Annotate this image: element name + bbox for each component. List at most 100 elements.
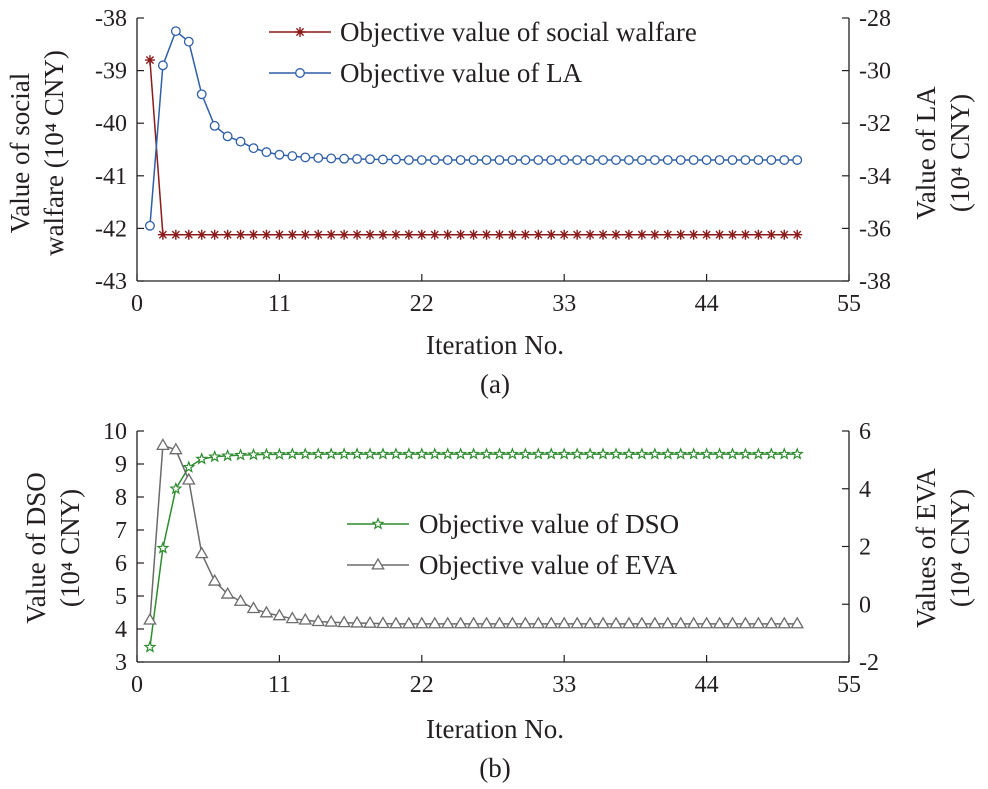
data-point-social [675, 229, 686, 240]
y-left-tick-label: 10 [103, 419, 127, 445]
series-la [144, 26, 803, 231]
data-point-dso [441, 447, 455, 460]
data-point-la [416, 155, 427, 165]
data-point-eva [518, 616, 533, 629]
data-point-dso [428, 447, 442, 460]
x-tick-label: 22 [410, 672, 434, 698]
data-point-eva [246, 601, 261, 614]
data-point-social [235, 229, 246, 240]
panel-a-ylabel-right-line1: Value of LA [911, 86, 941, 220]
data-point-la [494, 155, 505, 165]
data-point-eva [660, 616, 675, 629]
panel-a-ylabel-left-line2: walfare (10⁴ CNY) [39, 50, 69, 256]
data-point-dso [635, 447, 649, 460]
y-right-tick-label: 6 [859, 419, 871, 445]
data-point-social [779, 229, 790, 240]
data-point-eva [298, 612, 313, 625]
data-point-social [636, 229, 647, 240]
data-point-social [714, 229, 725, 240]
x-tick-label: 55 [837, 672, 861, 698]
data-point-eva [790, 616, 805, 629]
data-point-dso [609, 447, 623, 460]
data-point-la [792, 155, 803, 165]
series-eva [143, 438, 805, 629]
data-point-eva [751, 616, 766, 629]
data-point-eva [414, 616, 429, 629]
data-point-dso [570, 447, 584, 460]
data-point-la [753, 155, 764, 165]
data-point-eva [363, 616, 377, 628]
data-point-social [753, 229, 764, 240]
data-point-dso [402, 447, 416, 460]
data-point-dso [622, 447, 636, 460]
legend-social-label: Objective value of social walfare [340, 17, 697, 47]
data-point-la [235, 136, 246, 147]
data-point-eva [596, 616, 610, 629]
data-point-eva [699, 616, 714, 629]
panel-a: 0 11 22 33 44 55 -43 -42 -41 -40 -39 -38 -38 -36 -34 -3… [5, 6, 975, 399]
data-point-eva [143, 612, 157, 625]
panel-a-plot-area [144, 26, 803, 240]
data-point-social [662, 229, 673, 240]
data-point-dso [648, 447, 662, 460]
data-point-la [649, 155, 660, 165]
data-point-eva [531, 616, 546, 629]
data-point-eva [622, 616, 636, 629]
panel-b-ylabel-right-line2: (10⁴ CNY) [945, 489, 975, 607]
data-point-eva [427, 616, 442, 629]
y-left-tick-label: -39 [95, 59, 127, 85]
panel-a-ylabel-right-line2: (10⁴ CNY) [945, 94, 975, 212]
data-point-social [585, 229, 596, 240]
data-point-la [365, 154, 375, 165]
x-tick-label: 55 [837, 291, 861, 317]
data-point-la [546, 155, 557, 165]
data-point-dso [221, 448, 235, 462]
data-point-dso [272, 447, 286, 461]
data-point-dso [389, 447, 403, 460]
data-point-dso [557, 447, 571, 460]
data-point-social [455, 229, 466, 240]
y-left-tick-label: 6 [115, 551, 127, 577]
data-point-eva [777, 616, 792, 629]
data-point-eva [350, 615, 364, 628]
data-point-dso [143, 640, 157, 653]
data-point-eva [272, 608, 287, 621]
data-point-dso [195, 452, 209, 465]
data-point-eva [233, 594, 248, 606]
data-point-social [300, 229, 311, 240]
y-right-tick-label: 4 [859, 477, 871, 503]
y-right-tick-label: -2 [859, 650, 879, 676]
data-point-dso [674, 447, 688, 460]
data-point-eva [686, 616, 701, 629]
x-tick-label: 0 [131, 291, 143, 317]
data-point-dso [479, 447, 494, 460]
data-point-dso [583, 447, 597, 460]
data-point-la [779, 155, 790, 165]
data-point-la [468, 155, 479, 165]
data-point-dso [169, 481, 183, 495]
data-point-social [442, 229, 453, 240]
y-left-tick-label: 3 [115, 650, 127, 676]
data-point-la [533, 155, 544, 165]
data-point-eva [609, 616, 623, 629]
x-tick-label: 44 [695, 672, 719, 698]
data-point-dso [505, 447, 519, 460]
data-point-social [701, 229, 712, 240]
data-point-social [390, 229, 401, 240]
data-point-eva [169, 442, 183, 455]
data-point-social [520, 229, 531, 240]
data-point-eva [570, 616, 584, 629]
data-point-social [313, 229, 324, 240]
data-point-social [261, 229, 272, 240]
legend-symbol-la [295, 68, 305, 78]
legend-la-marker [295, 68, 305, 78]
data-point-eva [764, 616, 779, 629]
data-point-dso [298, 447, 312, 460]
data-point-social [196, 229, 207, 240]
data-point-eva [492, 616, 507, 629]
panel-b-ylabel-right-line1: Values of EVA [911, 468, 941, 628]
y-right-tick-label: -30 [859, 59, 891, 85]
data-point-la [766, 155, 777, 165]
legend-symbol-dso [371, 517, 385, 530]
data-point-dso [777, 447, 791, 460]
